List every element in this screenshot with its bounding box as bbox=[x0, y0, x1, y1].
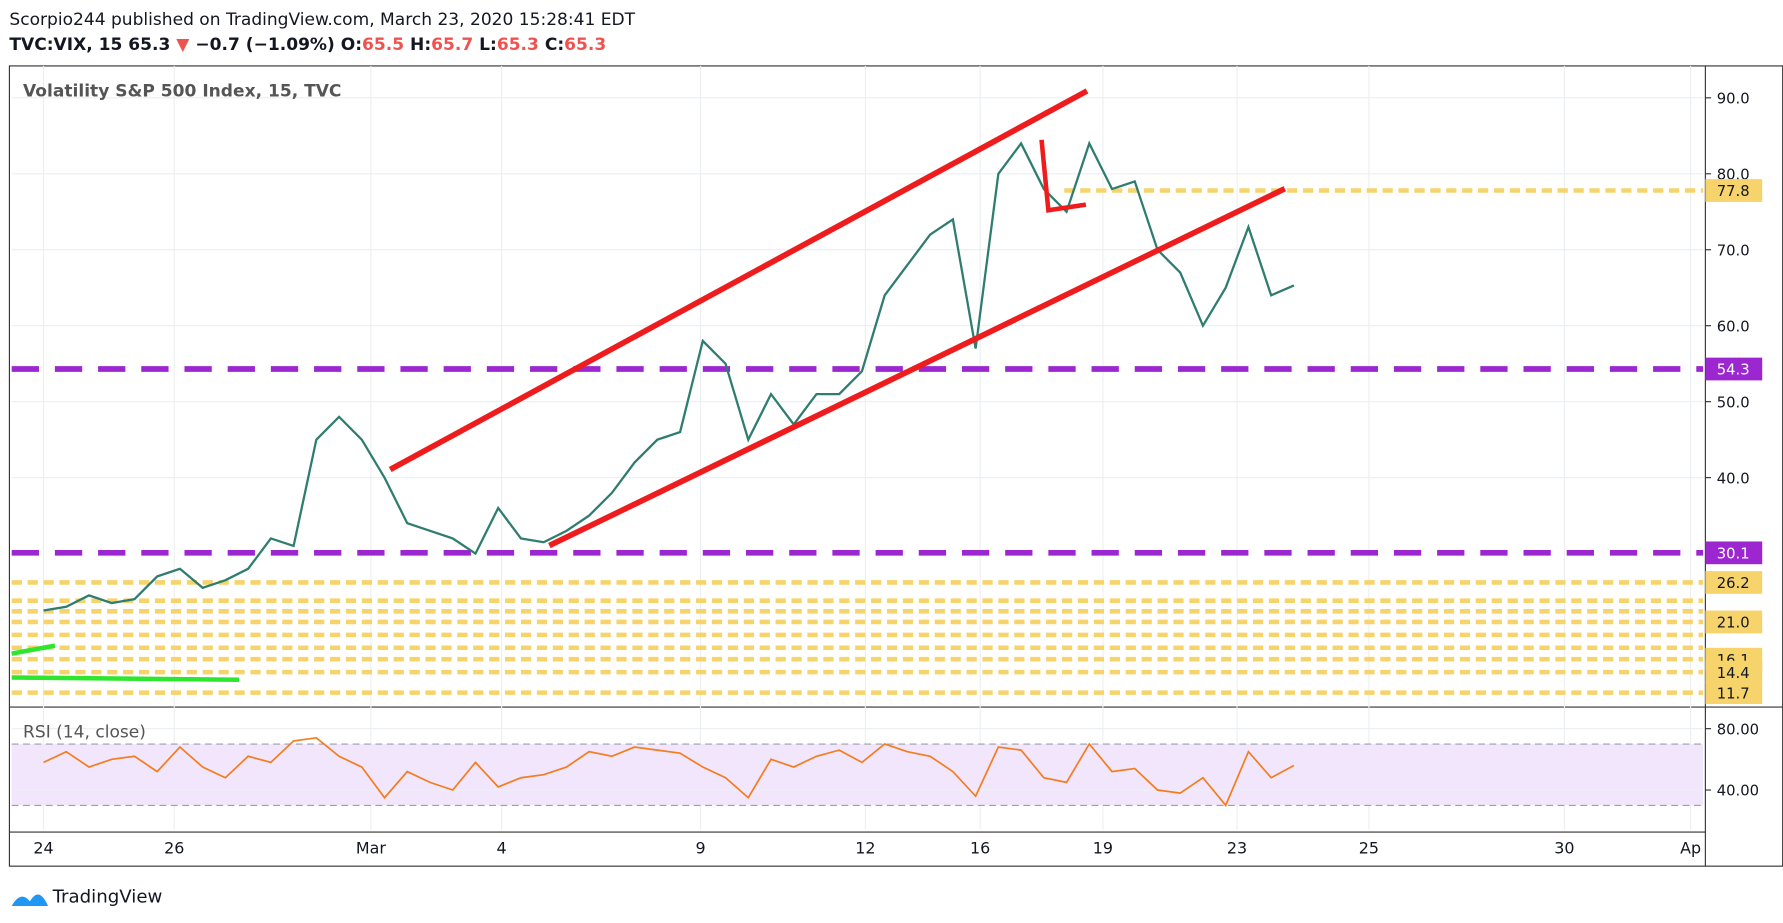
arrow: ▼ bbox=[176, 35, 190, 55]
level-tag bbox=[1705, 681, 1763, 704]
x-tick-label: 4 bbox=[497, 839, 507, 858]
x-tick-label: 19 bbox=[1093, 839, 1113, 858]
y-tick-label: 40.00 bbox=[1717, 783, 1759, 800]
close: 65.3 bbox=[564, 35, 606, 55]
x-tick-label: 9 bbox=[695, 839, 705, 858]
y-tick-label: 40.0 bbox=[1717, 470, 1750, 487]
trendline bbox=[11, 675, 240, 683]
x-tick-label: 26 bbox=[164, 839, 184, 858]
y-tick-label: 50.0 bbox=[1717, 394, 1750, 411]
level-tag bbox=[1705, 179, 1763, 202]
trendline bbox=[388, 88, 1089, 472]
level-tag bbox=[1705, 571, 1763, 594]
level-tag-label: 14.4 bbox=[1717, 665, 1750, 682]
y-tick-label: 60.0 bbox=[1717, 318, 1750, 335]
last: 65.3 bbox=[128, 35, 170, 55]
trendline bbox=[11, 643, 56, 656]
drawings bbox=[11, 88, 1287, 683]
series bbox=[43, 140, 1295, 807]
y-tick-label: 80.00 bbox=[1717, 721, 1759, 738]
level-tag bbox=[1705, 357, 1763, 381]
high: 65.7 bbox=[431, 35, 473, 55]
symbol-line: TVC:VIX, 15 65.3 ▼ −0.7 (−1.09%) O:65.5 … bbox=[9, 35, 606, 55]
c-label: C: bbox=[545, 35, 564, 55]
y-tick-label: 90.0 bbox=[1717, 91, 1750, 108]
level-tag-label: 54.3 bbox=[1717, 362, 1750, 379]
level-tag-label: 30.1 bbox=[1717, 546, 1750, 563]
x-tick-label: 12 bbox=[855, 839, 875, 858]
publish-line: Scorpio244 published on TradingView.com,… bbox=[9, 10, 635, 30]
x-tick-label: 30 bbox=[1554, 839, 1574, 858]
open: 65.5 bbox=[362, 35, 404, 55]
level-tag bbox=[1705, 541, 1763, 565]
level-tag-label: 77.8 bbox=[1717, 183, 1750, 200]
rsi-band bbox=[11, 744, 1704, 806]
y-tick-label: 70.0 bbox=[1717, 242, 1750, 259]
symbol: TVC:VIX, 15 bbox=[9, 35, 122, 55]
x-tick-label: 25 bbox=[1359, 839, 1379, 858]
levels bbox=[11, 188, 1704, 695]
x-tick-label: 24 bbox=[33, 839, 53, 858]
o-label: O: bbox=[341, 35, 362, 55]
x-tick-label: 16 bbox=[970, 839, 990, 858]
x-tick-label: 23 bbox=[1227, 839, 1247, 858]
trendline bbox=[548, 186, 1287, 549]
rsi-line bbox=[43, 736, 1295, 807]
price-legend: Volatility S&P 500 Index, 15, TVC bbox=[23, 82, 341, 102]
logo-icon bbox=[11, 894, 49, 906]
brand: TradingView bbox=[52, 887, 163, 908]
level-tag-label: 11.7 bbox=[1717, 685, 1750, 702]
grid bbox=[11, 65, 1704, 830]
level-tag bbox=[1705, 610, 1763, 634]
price-line bbox=[43, 140, 1295, 612]
level-tag bbox=[1705, 660, 1763, 684]
rsi-legend: RSI (14, close) bbox=[23, 723, 146, 743]
trendline bbox=[1039, 139, 1087, 213]
level-tag-label: 26.2 bbox=[1717, 575, 1750, 592]
x-tick-label: Mar bbox=[356, 839, 386, 858]
level-tag-label: 21.0 bbox=[1717, 615, 1750, 632]
x-tick-label: Ap bbox=[1680, 839, 1701, 858]
logo: TradingView bbox=[11, 887, 163, 908]
low: 65.3 bbox=[497, 35, 539, 55]
h-label: H: bbox=[410, 35, 431, 55]
l-label: L: bbox=[479, 35, 497, 55]
change: −0.7 (−1.09%) bbox=[195, 35, 334, 55]
